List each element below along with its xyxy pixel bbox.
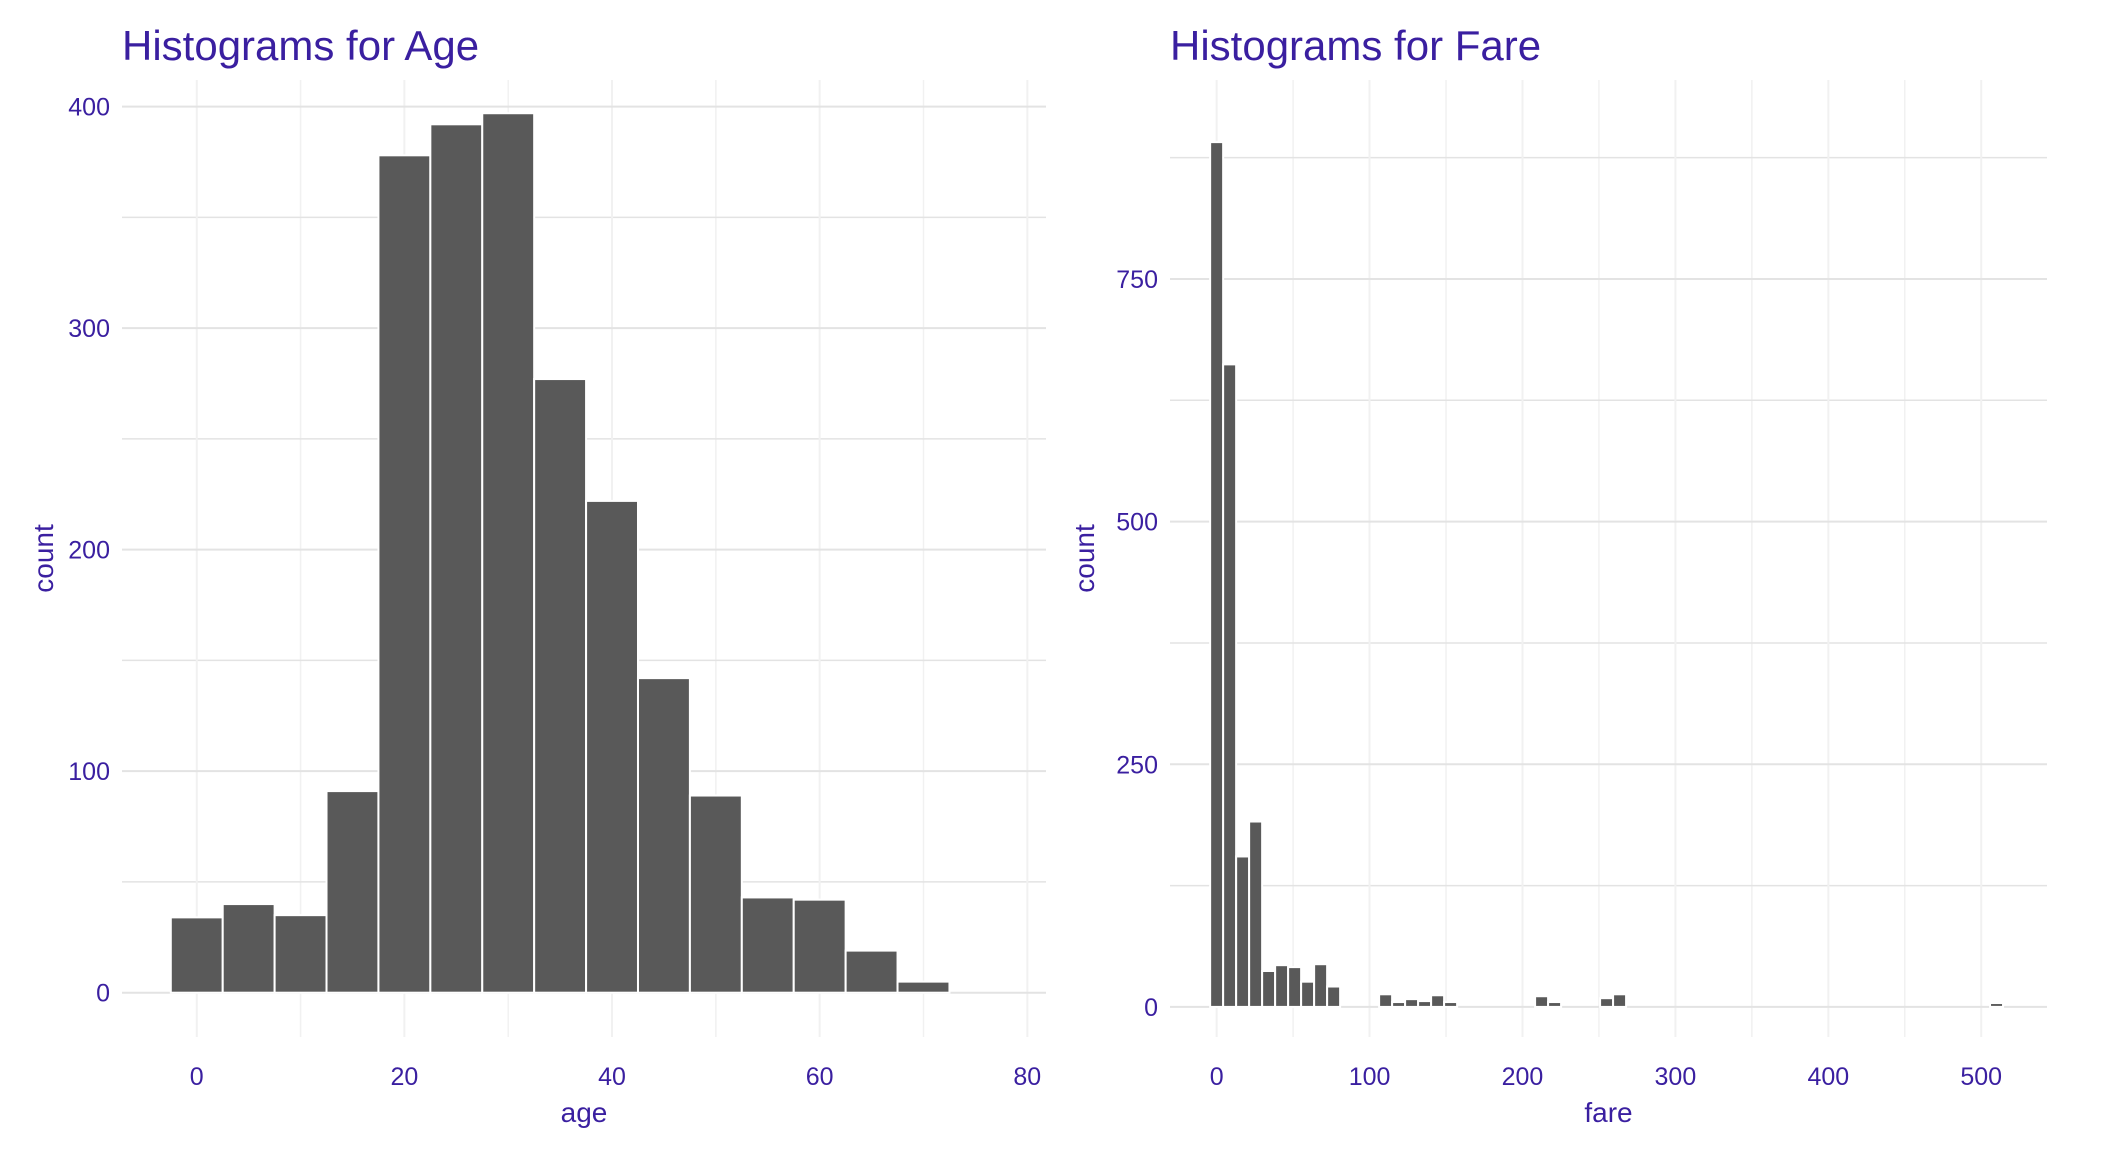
fare-bar (1547, 1001, 1563, 1008)
fare-bar (1313, 963, 1329, 1008)
fare-bar (1300, 980, 1316, 1008)
age-bar (533, 378, 588, 994)
fare-y-tick-label: 750 (1116, 266, 1158, 294)
age-y-tick-label: 0 (96, 980, 110, 1008)
fare-x-tick-label: 500 (1960, 1063, 2002, 1091)
age-bar (273, 914, 328, 994)
fare-bar (1443, 1001, 1459, 1008)
age-y-tick-label: 100 (68, 758, 110, 786)
fare-bar (1612, 993, 1628, 1008)
age-x-tick-label: 60 (806, 1063, 834, 1091)
fare-bar (1222, 363, 1238, 1008)
fare-bar (1248, 820, 1264, 1008)
fare-x-tick-label: 200 (1502, 1063, 1544, 1091)
fare-bar (1209, 141, 1225, 1008)
age-y-tick-label: 300 (68, 315, 110, 343)
fare-y-tick-label: 250 (1116, 751, 1158, 779)
fare-bar (1287, 966, 1303, 1008)
age-y-axis-label: count (28, 524, 59, 593)
age-bar (740, 896, 795, 994)
age-y-tick-label: 400 (68, 94, 110, 122)
age-x-tick-label: 0 (190, 1063, 204, 1091)
fare-y-tick-label: 0 (1144, 994, 1158, 1022)
age-bar (688, 794, 743, 994)
age-x-axis-label: age (561, 1097, 608, 1128)
age-bar (169, 916, 224, 994)
age-bar (377, 154, 432, 994)
age-bar (896, 980, 951, 994)
fare-x-axis-label: fare (1584, 1097, 1632, 1128)
age-histogram: 0 20 40 60 80 0 100 200 300 400 age count (28, 80, 1046, 1128)
fare-bar (1326, 985, 1342, 1008)
age-bar (221, 903, 276, 994)
fare-bar (1261, 970, 1277, 1008)
age-x-tick-label: 40 (598, 1063, 626, 1091)
fare-bar (1378, 993, 1394, 1008)
fare-x-tick-label: 0 (1210, 1063, 1224, 1091)
fare-bar (1274, 964, 1290, 1008)
fare-bar (1235, 855, 1251, 1008)
fare-bar (1989, 1002, 2005, 1008)
age-bar (844, 949, 899, 994)
age-bar (636, 677, 691, 994)
fare-bar (1391, 1001, 1407, 1008)
age-bar (325, 790, 380, 994)
fare-chart-title: Histograms for Fare (1170, 22, 1542, 69)
age-bar (481, 112, 536, 994)
age-bar (429, 123, 484, 994)
fare-x-tick-label: 100 (1349, 1063, 1391, 1091)
age-bar (585, 499, 639, 994)
age-bar (792, 898, 847, 994)
fare-bar (1417, 1000, 1433, 1008)
age-chart-title: Histograms for Age (122, 22, 480, 69)
fare-histogram: 0 100 200 300 400 500 0 250 500 750 fare count (1069, 80, 2047, 1128)
fare-y-tick-label: 500 (1116, 509, 1158, 537)
fare-bar (1534, 995, 1550, 1008)
age-x-tick-label: 20 (390, 1063, 418, 1091)
age-x-tick-label: 80 (1013, 1063, 1041, 1091)
fare-y-axis-label: count (1069, 524, 1100, 593)
fare-x-tick-label: 400 (1807, 1063, 1849, 1091)
fare-bar (1404, 998, 1420, 1008)
age-y-tick-label: 200 (68, 537, 110, 565)
fare-bar (1430, 994, 1446, 1008)
fare-bar (1599, 997, 1615, 1008)
fare-x-tick-label: 300 (1655, 1063, 1697, 1091)
